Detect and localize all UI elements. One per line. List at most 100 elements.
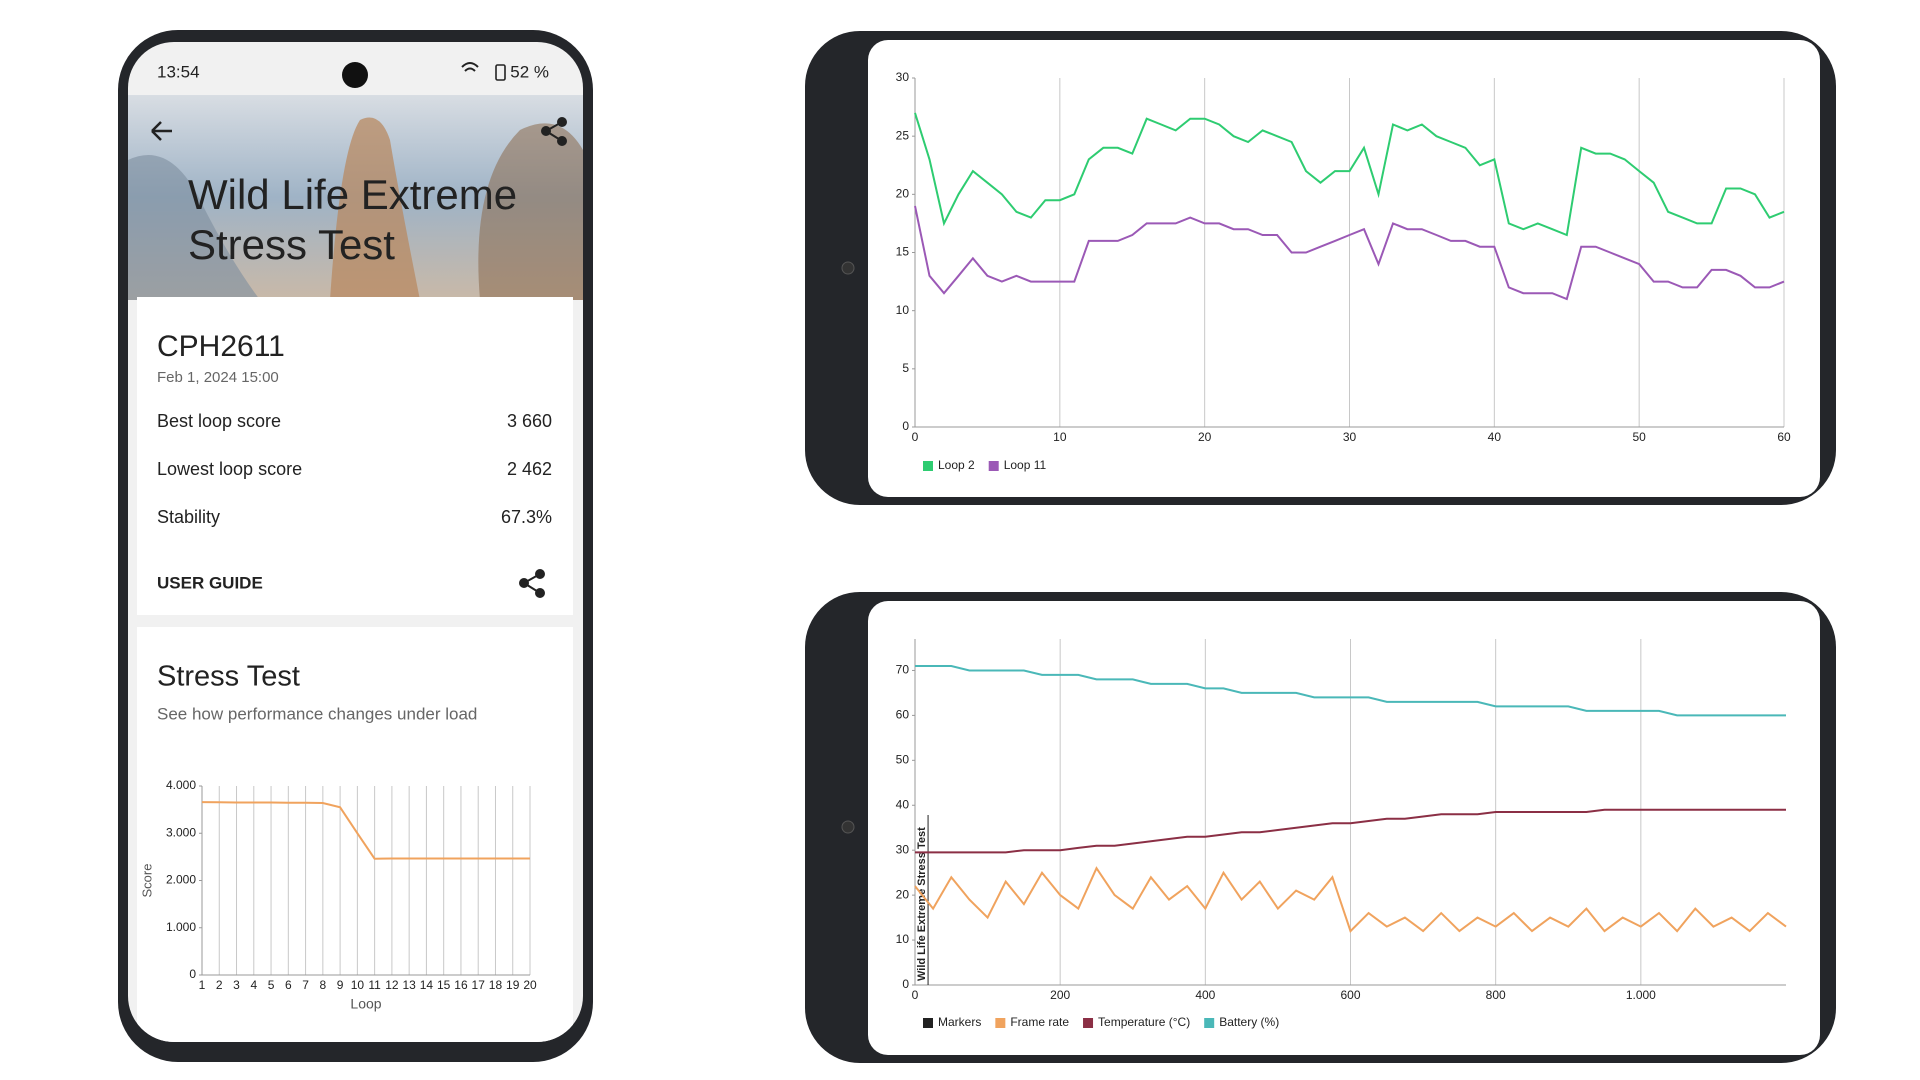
data-line — [915, 808, 1786, 854]
front-camera — [841, 820, 855, 834]
y-tick-label: 10 — [896, 932, 910, 946]
legend-swatch — [988, 461, 999, 471]
x-tick-label: 8 — [319, 978, 326, 992]
y-tick-label: 5 — [902, 361, 909, 375]
x-tick-label: 0 — [912, 430, 919, 444]
x-tick-label: 10 — [1053, 430, 1067, 444]
x-tick-label: 1.000 — [1626, 988, 1656, 1002]
x-tick-label: 2 — [216, 978, 223, 992]
y-axis-title: Score — [139, 864, 154, 898]
row-value: 67.3% — [501, 507, 552, 527]
x-tick-label: 0 — [912, 988, 919, 1002]
status-battery: 52 % — [510, 62, 549, 81]
stress-card — [137, 627, 573, 1042]
y-tick-label: 40 — [896, 797, 910, 811]
x-tick-label: 19 — [506, 978, 520, 992]
stress-subtitle: See how performance changes under load — [157, 704, 477, 723]
legend-label: Loop 11 — [1004, 458, 1047, 472]
y-tick-label: 0 — [189, 967, 196, 981]
data-line — [201, 801, 530, 860]
x-tick-label: 16 — [454, 978, 468, 992]
y-tick-label: 70 — [896, 663, 910, 677]
x-tick-label: 200 — [1050, 988, 1070, 1002]
x-tick-label: 17 — [472, 978, 486, 992]
back-button[interactable] — [151, 121, 172, 141]
header-title: Wild Life Extreme — [188, 171, 517, 218]
test-date: Feb 1, 2024 15:00 — [157, 369, 279, 386]
phone-screen — [868, 40, 1820, 497]
x-tick-label: 18 — [489, 978, 503, 992]
legend-swatch — [1083, 1018, 1094, 1028]
x-tick-label: 4 — [250, 978, 257, 992]
legend-label: Frame rate — [1010, 1015, 1069, 1029]
y-tick-label: 3.000 — [166, 825, 196, 839]
x-tick-label: 7 — [302, 978, 309, 992]
x-tick-label: 600 — [1340, 988, 1360, 1002]
row-label: Lowest loop score — [157, 459, 302, 479]
legend-swatch — [1204, 1018, 1215, 1028]
x-tick-label: 50 — [1632, 430, 1646, 444]
row-value: 2 462 — [507, 459, 552, 479]
row-label: Best loop score — [157, 411, 281, 431]
guide-share-button[interactable] — [519, 569, 545, 598]
legend-label: Temperature (°C) — [1098, 1015, 1190, 1029]
header-figure — [330, 117, 420, 300]
x-tick-label: 6 — [285, 978, 292, 992]
x-axis-title: Loop — [350, 996, 381, 1012]
x-tick-label: 9 — [337, 978, 344, 992]
score-rows: Best loop score 3 660 Lowest loop score 2 4… — [157, 411, 552, 527]
x-tick-label: 15 — [437, 978, 451, 992]
x-tick-label: 14 — [420, 978, 434, 992]
x-tick-label: 5 — [268, 978, 275, 992]
data-line — [915, 665, 1786, 717]
y-tick-label: 50 — [896, 752, 910, 766]
y-tick-label: 25 — [896, 128, 910, 142]
front-camera — [342, 62, 368, 88]
legend-label: Loop 2 — [938, 458, 975, 472]
x-tick-label: 20 — [523, 978, 537, 992]
stress-title: Stress Test — [157, 661, 300, 693]
phone-screen — [868, 601, 1820, 1055]
legend-swatch — [923, 1018, 933, 1028]
y-tick-label: 30 — [896, 842, 910, 856]
y-tick-label: 1.000 — [166, 920, 196, 934]
user-guide[interactable]: USER GUIDE — [157, 573, 263, 592]
phone-screen — [128, 42, 583, 1042]
data-line — [914, 205, 1785, 301]
x-tick-label: 800 — [1486, 988, 1506, 1002]
y-tick-label: 10 — [896, 303, 910, 317]
y-tick-label: 60 — [896, 708, 910, 722]
x-tick-label: 13 — [402, 978, 416, 992]
legend-swatch — [995, 1018, 1006, 1028]
result-card — [137, 297, 573, 615]
y-tick-label: 20 — [896, 887, 910, 901]
x-tick-label: 400 — [1195, 988, 1215, 1002]
battery-icon — [495, 64, 506, 81]
x-tick-label: 30 — [1343, 430, 1357, 444]
y-tick-label: 4.000 — [166, 778, 196, 792]
header-cliff — [128, 155, 260, 300]
legend-label: Battery (%) — [1219, 1015, 1279, 1029]
legend-swatch — [923, 461, 933, 471]
header-rock — [478, 123, 583, 300]
x-tick-label: 40 — [1488, 430, 1502, 444]
share-button[interactable] — [541, 117, 567, 146]
legend-label: Markers — [938, 1015, 981, 1029]
y-tick-label: 30 — [896, 70, 910, 84]
header-title: Stress Test — [188, 221, 395, 268]
marker-label: Wild Life Extreme Stress Test — [916, 827, 928, 981]
x-tick-label: 20 — [1198, 430, 1212, 444]
charts: 1 2 3 4 5 6 7 8 9 10 11 12 13 14 15 16 17 18 19 2001.0002.0… — [139, 70, 1791, 1029]
y-tick-label: 0 — [902, 977, 909, 991]
y-tick-label: 15 — [896, 245, 910, 259]
x-tick-label: 12 — [385, 978, 399, 992]
x-tick-label: 10 — [351, 978, 365, 992]
device-name: CPH2611 — [157, 330, 285, 363]
x-tick-label: 1 — [199, 978, 206, 992]
y-tick-label: 0 — [902, 419, 909, 433]
x-tick-label: 60 — [1777, 430, 1791, 444]
front-camera — [841, 261, 855, 275]
wifi-icon — [461, 62, 479, 72]
